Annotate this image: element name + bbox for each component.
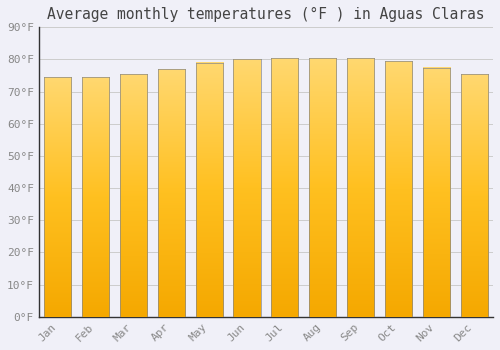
Title: Average monthly temperatures (°F ) in Aguas Claras: Average monthly temperatures (°F ) in Ag… — [47, 7, 484, 22]
